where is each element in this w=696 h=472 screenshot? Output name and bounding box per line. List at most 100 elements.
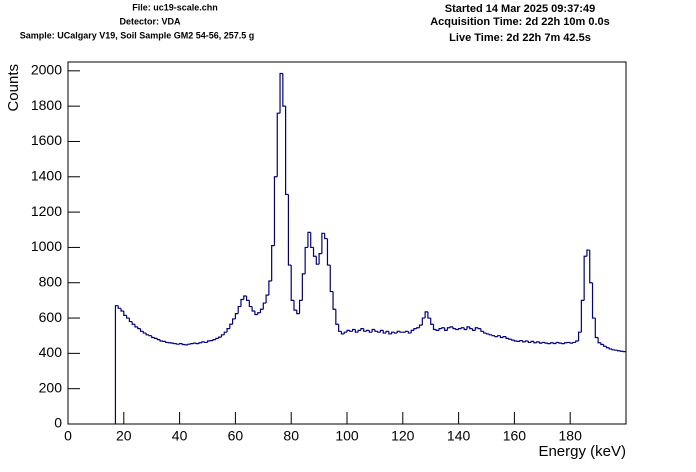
histogram-bin — [179, 343, 183, 345]
histogram-bin — [125, 315, 130, 319]
histogram-bin — [550, 342, 554, 344]
histogram-bin — [597, 337, 601, 344]
histogram-bin — [335, 309, 339, 325]
histogram-bin — [619, 350, 624, 352]
histogram-bin — [491, 334, 495, 337]
x-tick-label: 0 — [64, 428, 72, 444]
histogram-bin — [340, 331, 345, 335]
histogram-bin — [285, 106, 289, 196]
histogram-bin — [301, 273, 306, 301]
histogram-bin — [399, 331, 403, 333]
histogram-bin — [608, 347, 613, 350]
histogram-bin — [404, 330, 409, 333]
histogram-bin — [212, 338, 216, 341]
histogram-bin — [483, 331, 487, 334]
live-time-label: Live Time: 2d 22h 7m 42.5s — [449, 32, 591, 44]
detector-label: Detector: VDA — [119, 16, 181, 26]
histogram-bin — [508, 338, 512, 340]
histogram-bin — [273, 176, 278, 246]
y-tick-label: 1200 — [31, 203, 62, 219]
histogram-bin — [114, 305, 119, 424]
start-label: Started 14 Mar 2025 09:37:49 — [445, 3, 595, 15]
histogram-bin — [410, 329, 414, 334]
y-tick-label: 800 — [39, 273, 63, 289]
histogram-bin — [346, 329, 350, 333]
histogram-bin — [120, 308, 124, 312]
histogram-bin — [296, 310, 300, 315]
histogram-bin — [469, 326, 473, 330]
histogram-bin — [201, 341, 205, 343]
histogram-bin — [511, 339, 515, 341]
histogram-bin — [360, 328, 364, 331]
histogram-bin — [234, 313, 239, 319]
histogram-bin — [259, 308, 264, 313]
histogram-bin — [502, 335, 507, 338]
histogram-bin — [446, 327, 451, 331]
histogram-bin — [368, 330, 373, 333]
histogram-bin — [485, 333, 490, 335]
x-tick-label: 140 — [447, 428, 471, 444]
histogram-bin — [393, 332, 398, 334]
histogram-bin — [583, 255, 587, 301]
histogram-bin — [145, 333, 149, 336]
x-tick-label: 40 — [172, 428, 188, 444]
histogram-bin — [176, 343, 180, 345]
histogram-bin — [349, 330, 353, 332]
histogram-bin — [379, 329, 384, 333]
histogram-bin — [279, 72, 283, 114]
x-tick-label: 20 — [116, 428, 132, 444]
histogram-bin — [326, 238, 331, 266]
histogram-bin — [441, 327, 445, 329]
histogram-bin — [156, 338, 161, 341]
histogram-bin — [142, 331, 147, 334]
histogram-bin — [357, 329, 361, 333]
y-tick-label: 1000 — [31, 238, 62, 254]
histogram-bin — [480, 328, 484, 332]
histogram-bin — [466, 326, 470, 330]
histogram-bin — [586, 249, 590, 257]
histogram-bin — [223, 331, 228, 335]
histogram-bin — [430, 318, 434, 325]
histogram-bin — [452, 326, 456, 330]
histogram-bin — [332, 291, 336, 310]
histogram-bin — [388, 331, 392, 335]
histogram-bin — [555, 341, 560, 344]
histogram-bin — [547, 343, 551, 345]
histogram-bin — [438, 328, 442, 331]
histogram-bin — [458, 328, 462, 330]
histogram-bin — [151, 335, 155, 339]
histogram-bin — [558, 342, 562, 344]
histogram-bin — [248, 300, 253, 308]
histogram-bin — [237, 305, 241, 314]
histogram-bin — [471, 328, 476, 332]
histogram-bin — [251, 306, 255, 312]
histogram-bin — [137, 326, 141, 330]
histogram-bin — [318, 252, 322, 265]
histogram-bin — [575, 340, 579, 343]
histogram-bin — [474, 327, 479, 331]
histogram-bin — [463, 327, 467, 331]
histogram-bin — [544, 342, 548, 344]
y-tick-label: 1800 — [31, 97, 62, 113]
histogram-bin — [391, 331, 395, 334]
histogram-bin — [522, 340, 526, 343]
histogram-bin — [396, 330, 401, 334]
histogram-bin — [594, 318, 599, 339]
histogram-bin — [315, 256, 320, 265]
histogram-bin — [134, 324, 138, 328]
histogram-bin — [524, 340, 529, 342]
histogram-bin — [254, 310, 258, 316]
histogram-bin — [243, 295, 247, 300]
histogram-bin — [206, 340, 211, 343]
histogram-bin — [226, 328, 230, 333]
histogram-bin — [192, 342, 197, 344]
histogram-bin — [312, 247, 317, 257]
histogram-bin — [494, 335, 498, 338]
histogram-bin — [310, 232, 314, 249]
histogram-bin — [533, 341, 537, 344]
histogram-bin — [572, 341, 576, 344]
histogram-bin — [564, 342, 568, 344]
histogram-bin — [153, 337, 158, 339]
acq-time-label: Acquisition Time: 2d 22h 10m 0.0s — [430, 16, 610, 28]
histogram-bin — [307, 231, 311, 248]
